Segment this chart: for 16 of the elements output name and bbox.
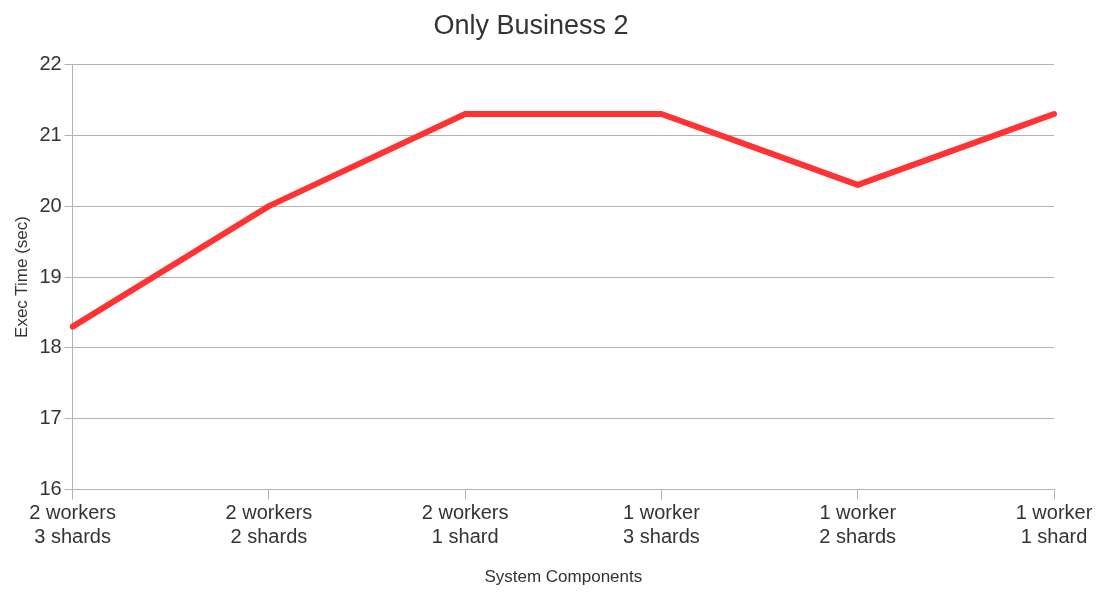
y-tick-label: 18 [39,335,62,358]
x-tick-label: 1 worker 3 shards [623,501,701,548]
y-tick-label: 22 [39,51,62,74]
y-tick-label: 21 [39,122,62,145]
y-tick-label: 20 [39,193,62,216]
x-tick-label: 1 worker 1 shard [1015,501,1093,548]
y-tick-label: 16 [39,477,62,500]
y-axis-title: Exec Time (sec) [11,216,31,338]
x-axis-title: System Components [484,567,643,587]
x-tick-label: 1 worker 2 shards [819,501,897,548]
y-tick-label: 19 [39,264,62,287]
chart-title: Only Business 2 [433,9,629,40]
y-tick-label: 17 [39,406,62,429]
x-tick-label: 2 workers 3 shards [29,501,116,548]
x-tick-label: 2 workers 1 shard [421,501,509,548]
x-tick-label: 2 workers 2 shards [225,501,313,548]
